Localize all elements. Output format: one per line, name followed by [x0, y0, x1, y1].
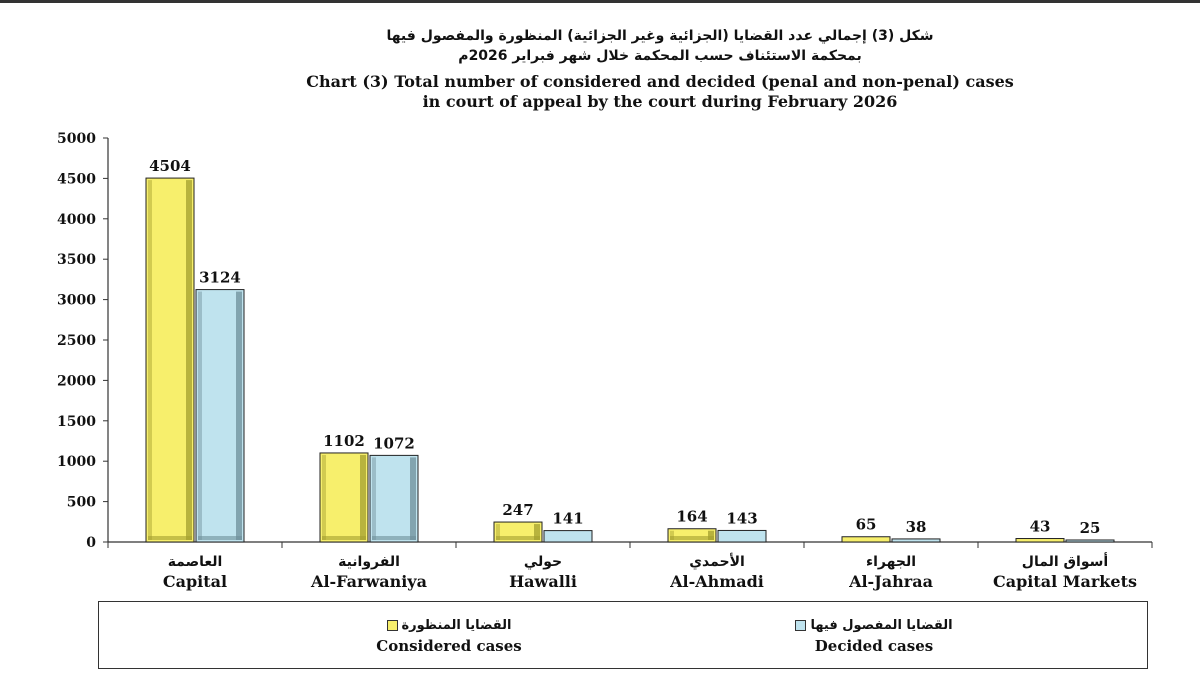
- x-tick-label-english: Hawalli: [509, 572, 577, 591]
- legend-item-decided: القضايا المفصول فيها Decided cases: [739, 618, 1009, 655]
- bar-considered: [841, 536, 891, 543]
- y-tick-label: 3000: [57, 293, 96, 309]
- x-tick-label-english: Capital: [163, 572, 227, 591]
- legend-label-considered-english: Considered cases: [376, 637, 522, 655]
- bar-base-shade: [496, 536, 540, 540]
- bar-base-shade: [198, 536, 242, 540]
- data-label: 247: [502, 501, 533, 519]
- legend-label-decided-arabic: القضايا المفصول فيها: [810, 618, 953, 633]
- bar-decided: [891, 538, 941, 543]
- data-label: 1102: [323, 432, 365, 450]
- chart-titles: شكل (3) إجمالي عدد القضايا (الجزائية وغي…: [160, 26, 1160, 112]
- legend-swatch-decided: [795, 620, 807, 631]
- data-label: 4504: [149, 157, 191, 175]
- bar-side-shade: [372, 457, 376, 540]
- bar-base-shade: [670, 536, 714, 540]
- bar-side-shade: [708, 530, 714, 540]
- legend-item-considered: القضايا المنظورة Considered cases: [329, 618, 569, 655]
- data-label: 65: [856, 516, 877, 534]
- chart-title-arabic-line1: شكل (3) إجمالي عدد القضايا (الجزائية وغي…: [386, 28, 934, 44]
- bar-base-shade: [322, 536, 366, 540]
- x-tick-label-english: Al-Jahraa: [848, 572, 933, 591]
- top-border-line: [0, 0, 1200, 3]
- x-tick-label-arabic: حولي: [524, 554, 562, 570]
- bar-side-shade: [186, 180, 192, 541]
- bar-side-shade: [322, 454, 326, 540]
- data-label: 143: [726, 509, 757, 527]
- legend-label-decided-english: Decided cases: [814, 637, 934, 655]
- y-tick-label: 5000: [57, 131, 96, 147]
- bar-decided: [543, 530, 593, 543]
- bar-base-shade: [148, 536, 192, 540]
- data-label: 38: [906, 518, 927, 536]
- bar-side-shade: [670, 530, 674, 540]
- bar-decided: [1065, 539, 1115, 543]
- bar-side-shade: [360, 454, 366, 540]
- y-tick-label: 500: [67, 495, 96, 511]
- x-tick-label-arabic: الجهراء: [866, 554, 916, 570]
- x-tick-label-english: Al-Ahmadi: [669, 572, 764, 591]
- y-tick-label: 4500: [57, 171, 96, 187]
- y-tick-label: 1000: [57, 454, 96, 470]
- data-label: 43: [1030, 518, 1051, 536]
- data-label: 141: [552, 510, 583, 528]
- y-tick-label: 4000: [57, 212, 96, 228]
- x-tick-label-arabic: أسواق المال: [1022, 552, 1108, 570]
- legend-label-considered-arabic: القضايا المنظورة: [401, 618, 512, 633]
- x-tick-label-arabic: العاصمة: [168, 554, 223, 570]
- chart-title-arabic-line2: بمحكمة الاستئناف حسب المحكمة خلال شهر فب…: [458, 48, 862, 64]
- y-tick-label: 2500: [57, 333, 96, 349]
- legend-swatch-considered: [386, 620, 398, 631]
- data-label: 164: [676, 508, 707, 526]
- bar-side-shade: [198, 291, 202, 540]
- data-label: 25: [1080, 519, 1101, 537]
- chart-legend: القضايا المنظورة Considered cases القضاي…: [98, 601, 1148, 669]
- y-tick-label: 0: [86, 535, 96, 551]
- bar-side-shade: [496, 524, 500, 540]
- y-tick-label: 1500: [57, 414, 96, 430]
- y-tick-label: 2000: [57, 373, 96, 389]
- bar-chart: 0 500 1000 1500 2000 2500 3000 3500 4000 4500 5000…: [57, 131, 1153, 591]
- data-label: 1072: [373, 434, 415, 452]
- bar-side-shade: [148, 180, 152, 541]
- chart-title-english-line2: in court of appeal by the court during F…: [422, 92, 898, 111]
- bar-side-shade: [410, 457, 416, 540]
- x-tick-label-arabic: الأحمدي: [689, 553, 745, 571]
- x-tick-label-arabic: الفروانية: [338, 554, 400, 570]
- x-tick-label-english: Al-Farwaniya: [310, 572, 427, 591]
- chart-title-english-line1: Chart (3) Total number of considered and…: [306, 72, 1014, 91]
- data-label: 3124: [199, 269, 241, 287]
- bar-considered: [1015, 538, 1065, 543]
- y-tick-label: 3500: [57, 252, 96, 268]
- bar-decided: [717, 529, 767, 543]
- bar-base-shade: [372, 536, 416, 540]
- x-tick-label-english: Capital Markets: [993, 572, 1137, 591]
- bar-side-shade: [534, 524, 540, 540]
- bar-side-shade: [236, 291, 242, 540]
